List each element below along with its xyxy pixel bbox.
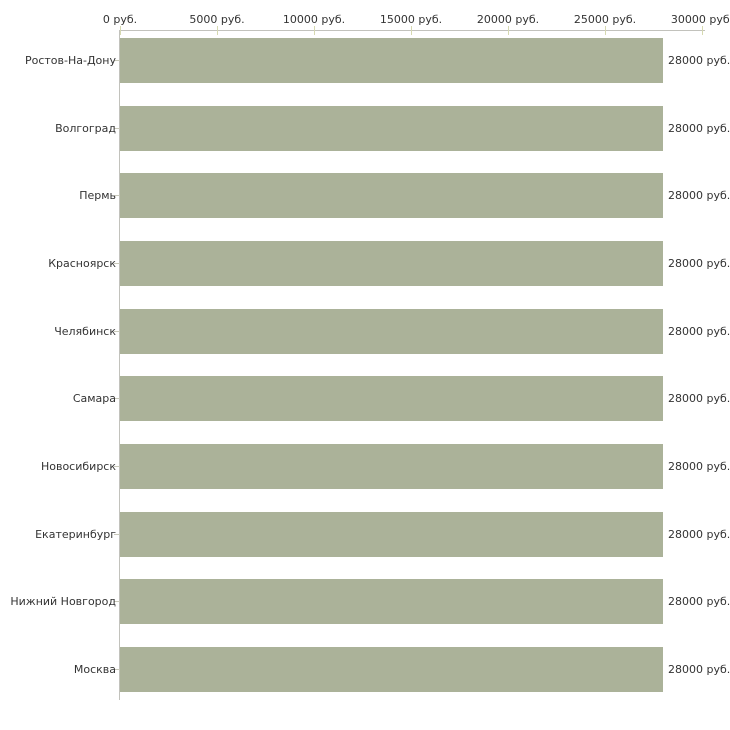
category-tick — [114, 466, 120, 467]
value-label: 28000 руб. — [668, 257, 730, 270]
value-label: 28000 руб. — [668, 54, 730, 67]
value-label: 28000 руб. — [668, 189, 730, 202]
x-axis-tick-label: 20000 руб. — [476, 13, 540, 26]
value-label: 28000 руб. — [668, 460, 730, 473]
category-label: Самара — [72, 392, 116, 405]
bar — [120, 173, 663, 218]
bar — [120, 106, 663, 151]
x-axis-tick-label: 0 руб. — [102, 13, 138, 26]
x-axis-tick — [120, 26, 121, 35]
bar — [120, 444, 663, 489]
x-axis-line — [120, 30, 705, 31]
x-axis-tick — [217, 26, 218, 35]
category-tick — [114, 534, 120, 535]
category-tick — [114, 60, 120, 61]
category-label: Новосибирск — [40, 460, 116, 473]
category-label: Волгоград — [55, 122, 116, 135]
x-axis-tick-label: 10000 руб. — [282, 13, 346, 26]
bar — [120, 579, 663, 624]
x-axis-tick — [508, 26, 509, 35]
category-label: Пермь — [79, 189, 116, 202]
x-axis-tick-label: 5000 руб. — [189, 13, 245, 26]
value-label: 28000 руб. — [668, 528, 730, 541]
category-label: Нижний Новгород — [10, 595, 116, 608]
category-label: Красноярск — [48, 257, 116, 270]
value-label: 28000 руб. — [668, 325, 730, 338]
x-axis-tick — [314, 26, 315, 35]
category-label: Москва — [73, 663, 116, 676]
bar — [120, 647, 663, 692]
bar — [120, 512, 663, 557]
value-label: 28000 руб. — [668, 392, 730, 405]
category-tick — [114, 669, 120, 670]
bar — [120, 241, 663, 286]
x-axis-tick-label: 25000 руб. — [573, 13, 637, 26]
category-tick — [114, 195, 120, 196]
bar — [120, 38, 663, 83]
y-axis-line — [119, 30, 120, 700]
category-label: Екатеринбург — [35, 528, 116, 541]
category-tick — [114, 331, 120, 332]
bar — [120, 376, 663, 421]
category-label: Ростов-На-Дону — [24, 54, 116, 67]
x-axis-tick — [605, 26, 606, 35]
bar — [120, 309, 663, 354]
x-axis-tick — [411, 26, 412, 35]
category-tick — [114, 601, 120, 602]
category-tick — [114, 128, 120, 129]
value-label: 28000 руб. — [668, 595, 730, 608]
value-label: 28000 руб. — [668, 663, 730, 676]
value-label: 28000 руб. — [668, 122, 730, 135]
category-label: Челябинск — [54, 325, 116, 338]
category-tick — [114, 398, 120, 399]
x-axis-tick-label: 30000 руб. — [670, 13, 730, 26]
x-axis-tick — [702, 26, 703, 35]
category-tick — [114, 263, 120, 264]
x-axis-tick-label: 15000 руб. — [379, 13, 443, 26]
